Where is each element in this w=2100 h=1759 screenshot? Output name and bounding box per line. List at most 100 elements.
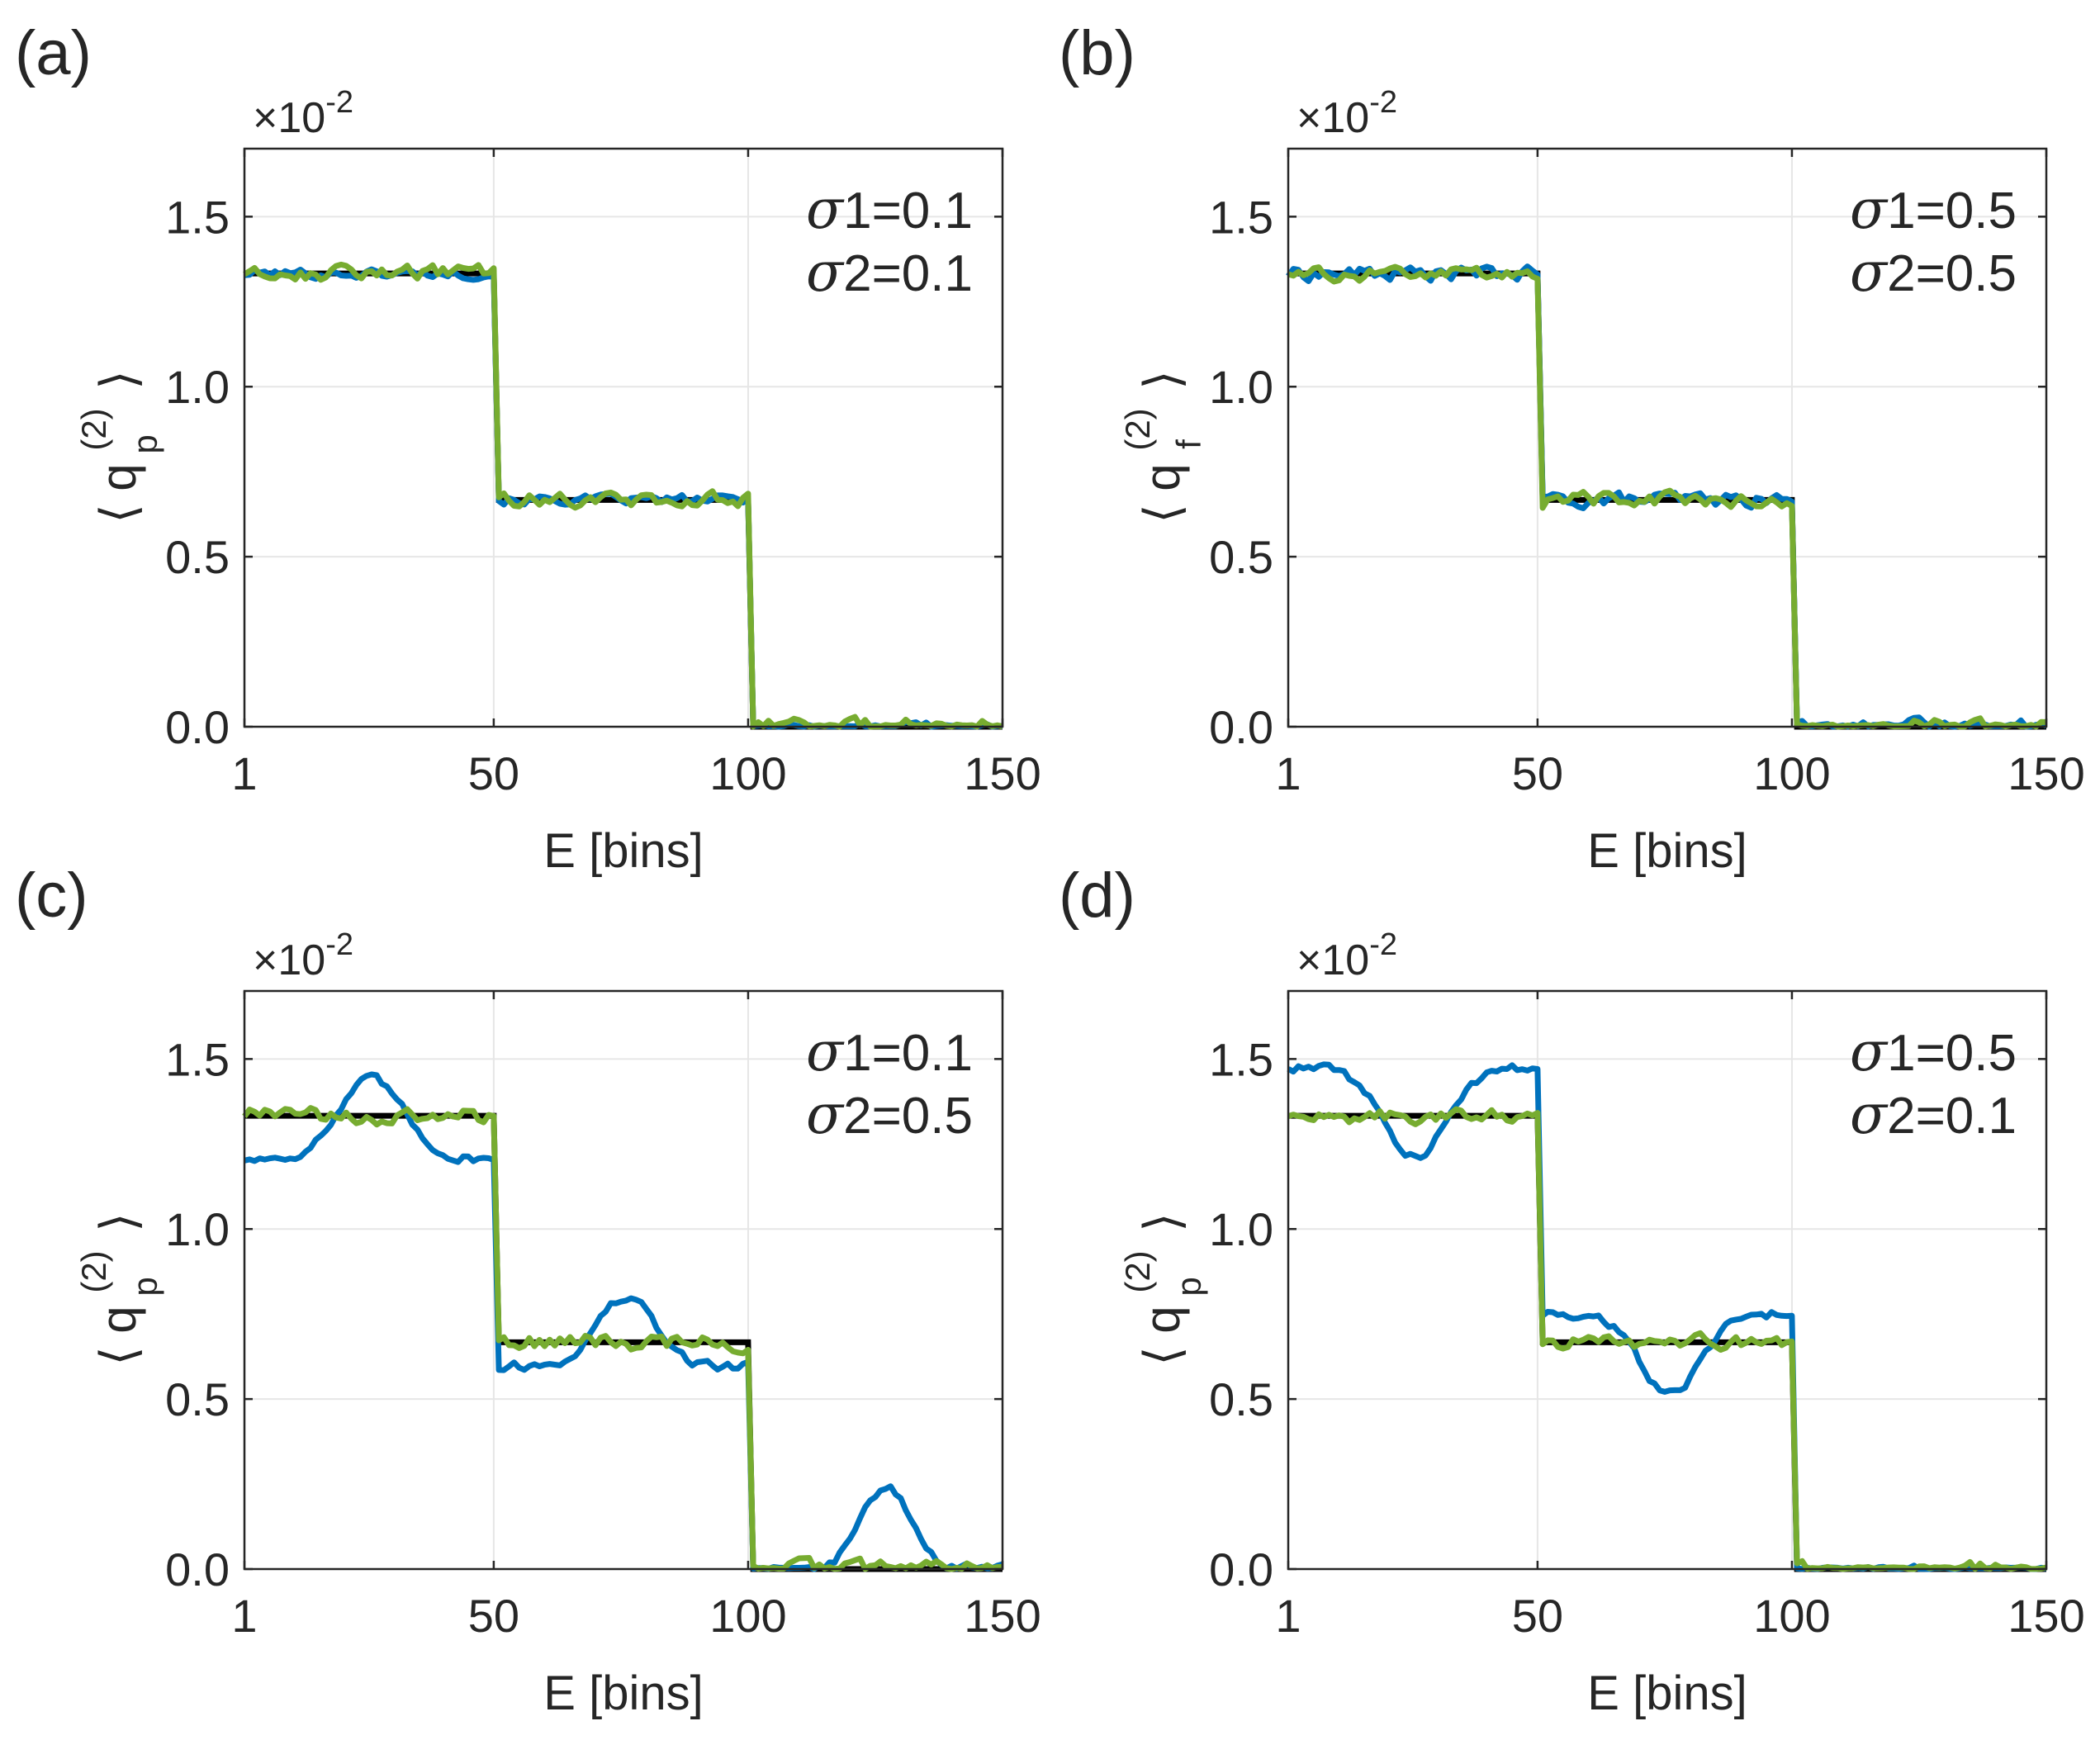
x-tick-label: 150 (2008, 747, 2084, 799)
y-label-left-bracket: ⟨ (91, 1346, 146, 1365)
sigma1-value: =0.5 (1916, 183, 2017, 239)
x-axis-label: E [bins] (543, 1667, 703, 1720)
x-tick-label: 100 (709, 1590, 786, 1642)
sigma-index: 1 (1887, 183, 1915, 239)
exponent-power: -2 (1369, 927, 1397, 962)
y-tick-label: 0.5 (1209, 1373, 1273, 1425)
sigma1-label: σ1=0.5 (1850, 178, 2017, 241)
exponent-base: ×10 (253, 936, 325, 984)
exponent-power: -2 (325, 927, 353, 962)
y-axis-label: ⟨ q (2) p ⟩ (1118, 1212, 1208, 1365)
exponent-label: ×10-2 (1297, 85, 1397, 142)
x-axis-label: E [bins] (1587, 824, 1747, 878)
y-axis-label: ⟨ q (2) p ⟩ (74, 370, 164, 523)
y-tick-label: 1.5 (165, 191, 230, 243)
axes-box (243, 989, 1004, 1571)
exponent-label: ×10-2 (1297, 927, 1397, 984)
y-tick-label: 0.5 (165, 1373, 230, 1425)
sigma2-label: σ2=0.5 (806, 1083, 973, 1146)
sigma-symbol: σ (806, 1083, 845, 1146)
sigma-symbol: σ (806, 1020, 845, 1083)
exponent-base: ×10 (1297, 936, 1369, 984)
sigma1-value: =0.1 (872, 1025, 973, 1082)
plot-area (1288, 991, 2046, 1569)
sigma-symbol: σ (1850, 1020, 1889, 1083)
sigma2-value: =0.5 (872, 1088, 973, 1145)
x-tick-label: 1 (231, 1590, 257, 1642)
sigma1-label: σ1=0.1 (806, 1020, 973, 1083)
panel-label: (d) (1059, 861, 1135, 931)
x-axis-label: E [bins] (1587, 1667, 1747, 1720)
y-tick-label: 1.0 (165, 361, 230, 413)
y-label-q: q (1135, 1306, 1190, 1333)
sigma2-label: σ2=0.1 (1850, 1083, 2017, 1146)
series-green (242, 1105, 1003, 1572)
y-label-sub: p (126, 434, 164, 453)
axes-box (243, 147, 1004, 728)
y-tick-label: 0.5 (1209, 531, 1273, 583)
sigma-symbol: σ (1850, 240, 1889, 304)
sigma-index: 1 (843, 1025, 871, 1082)
y-label-left-bracket: ⟨ (91, 504, 146, 523)
sigma-annotation: σ1=0.5σ2=0.1 (1850, 1020, 2017, 1146)
sigma2-label: σ2=0.5 (1850, 240, 2017, 304)
x-tick-label: 1 (1275, 1590, 1301, 1642)
y-label-right-bracket: ⟩ (1135, 1212, 1190, 1231)
sigma-index: 2 (843, 245, 871, 302)
y-label-sup: (2) (1118, 1250, 1157, 1292)
panel-label: (b) (1059, 18, 1135, 88)
sigma2-value: =0.1 (1916, 1088, 2017, 1145)
y-axis-label: ⟨ q (2) p ⟩ (74, 1212, 164, 1365)
x-tick-label: 50 (1512, 747, 1563, 799)
sigma1-label: σ1=0.1 (806, 178, 973, 241)
x-tick-label: 50 (468, 1590, 519, 1642)
sigma-annotation: σ1=0.1σ2=0.1 (806, 178, 973, 304)
sigma-symbol: σ (806, 178, 845, 241)
sigma2-value: =0.5 (1916, 245, 2017, 302)
y-tick-label: 0.5 (165, 531, 230, 583)
y-label-left-bracket: ⟨ (1135, 1346, 1190, 1365)
exponent-power: -2 (325, 85, 353, 120)
sigma1-label: σ1=0.5 (1850, 1020, 2017, 1083)
x-tick-label: 50 (468, 747, 519, 799)
x-tick-label: 50 (1512, 1590, 1563, 1642)
sigma-symbol: σ (806, 240, 845, 304)
y-tick-label: 1.0 (1209, 1203, 1273, 1255)
y-tick-label: 0.0 (1209, 1543, 1273, 1595)
y-tick-label: 1.5 (165, 1033, 230, 1085)
sigma-symbol: σ (1850, 178, 1889, 241)
x-axis-label: E [bins] (543, 824, 703, 878)
x-tick-label: 150 (2008, 1590, 2084, 1642)
sigma1-value: =0.1 (872, 183, 973, 239)
y-label-sup: (2) (1118, 408, 1157, 450)
x-tick-label: 150 (964, 747, 1041, 799)
sigma-index: 1 (843, 183, 871, 239)
y-label-q: q (91, 463, 146, 491)
sigma-symbol: σ (1850, 1083, 1889, 1146)
y-tick-label: 0.0 (1209, 701, 1273, 753)
y-tick-label: 1.5 (1209, 1033, 1273, 1085)
y-label-sub: p (1169, 1277, 1208, 1296)
y-label-q: q (1135, 463, 1190, 491)
sigma1-value: =0.5 (1916, 1025, 2017, 1082)
panel-label: (a) (15, 18, 92, 88)
series-green (1287, 1106, 2047, 1572)
y-axis-label: ⟨ q (2) f ⟩ (1118, 370, 1208, 523)
axes-box (1287, 989, 2048, 1571)
series-green (1287, 263, 2047, 730)
x-tick-label: 150 (964, 1590, 1041, 1642)
x-tick-label: 100 (1753, 1590, 1830, 1642)
exponent-power: -2 (1369, 85, 1397, 120)
exponent-base: ×10 (253, 94, 325, 142)
y-label-right-bracket: ⟩ (1135, 370, 1190, 389)
y-label-q: q (91, 1306, 146, 1333)
sigma-index: 1 (1887, 1025, 1915, 1082)
y-label-sup: (2) (74, 408, 113, 450)
sigma-index: 2 (843, 1088, 871, 1145)
panel-label: (c) (15, 861, 88, 931)
